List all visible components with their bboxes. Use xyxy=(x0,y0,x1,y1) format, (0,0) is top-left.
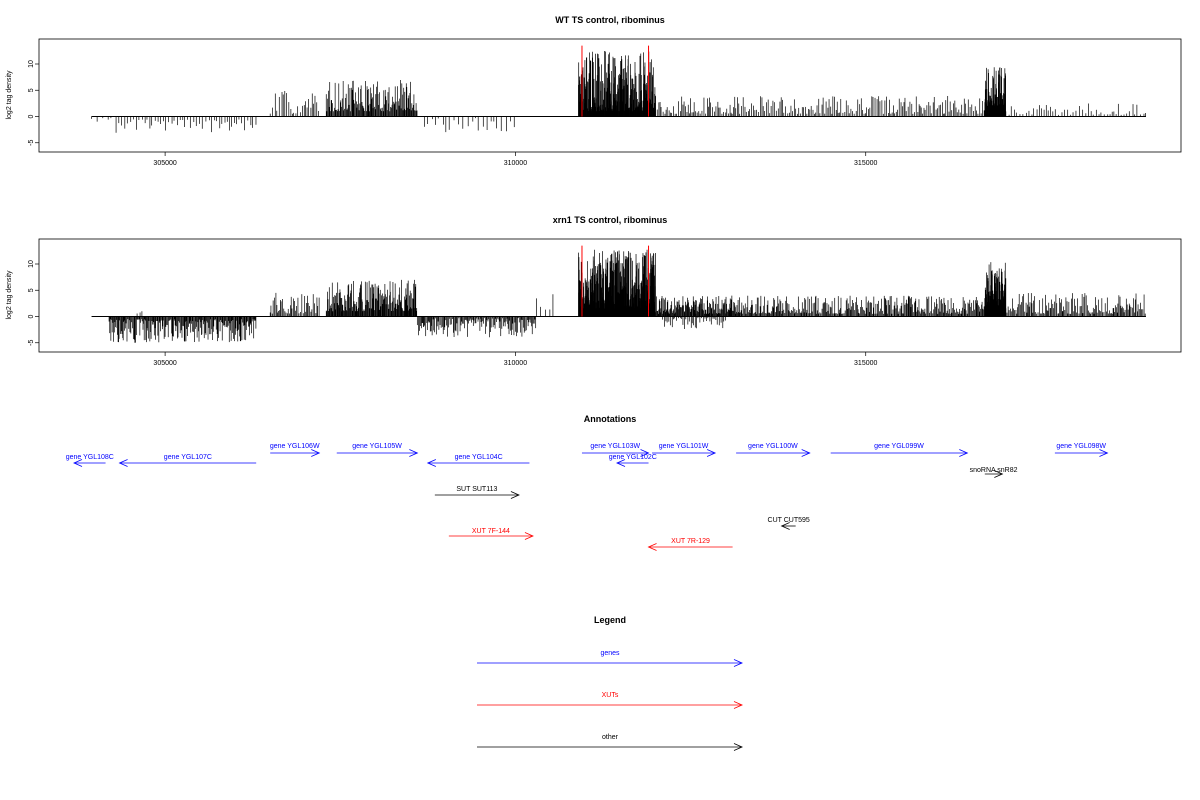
panel-1-title: WT TS control, ribominus xyxy=(555,15,665,25)
feature-arrowhead xyxy=(780,522,790,530)
x-tick-label: 315000 xyxy=(854,360,877,367)
panel-2-x-axis: 305000 310000 315000 xyxy=(153,352,878,367)
panel-2-ylabel: log2 tag density xyxy=(6,270,13,320)
feature-label: gene YGL101W xyxy=(659,443,709,450)
feature-arrowhead xyxy=(616,459,626,467)
feature-label: CUT CUT595 xyxy=(768,517,810,524)
feature-arrowhead xyxy=(409,449,419,457)
x-tick-label: 305000 xyxy=(153,160,176,167)
feature-arrowhead xyxy=(733,743,743,751)
feature-label: gene YGL108C xyxy=(66,454,114,461)
x-tick-label: 315000 xyxy=(854,160,877,167)
feature-label: XUT 7F-144 xyxy=(472,528,510,535)
feature-arrowhead xyxy=(994,470,1004,478)
feature-label: gene YGL100W xyxy=(748,443,798,450)
feature-arrowhead xyxy=(1099,449,1109,457)
feature-arrowhead xyxy=(73,459,83,467)
y-tick-label: -5 xyxy=(28,340,35,346)
feature-arrowhead xyxy=(733,701,743,709)
panel-1-bars xyxy=(91,50,1146,133)
feature-arrowhead xyxy=(801,449,811,457)
feature-arrowhead xyxy=(706,449,717,457)
y-tick-label: 5 xyxy=(28,88,35,92)
feature-label: gene YGL103W xyxy=(590,443,640,450)
legend-label: XUTs xyxy=(602,692,619,699)
feature-arrowhead xyxy=(733,659,743,667)
feature-label: gene YGL102C xyxy=(609,454,657,461)
feature-arrowhead xyxy=(118,459,128,467)
legend-title: Legend xyxy=(594,615,626,625)
feature-label: gene YGL099W xyxy=(874,443,924,450)
x-tick-label: 310000 xyxy=(504,360,527,367)
annotation-track: gene YGL108C gene YGL107C gene YGL106W gene… xyxy=(66,443,1109,551)
feature-arrowhead xyxy=(640,449,650,457)
panel-1-markers xyxy=(581,45,650,117)
y-tick-label: 10 xyxy=(28,60,35,68)
panel-2-frame xyxy=(38,238,1182,353)
feature-arrowhead xyxy=(510,491,520,499)
feature-label: gene YGL107C xyxy=(164,454,212,461)
feature-arrowhead xyxy=(311,449,321,457)
panel-2-bars xyxy=(91,249,1146,343)
y-tick-label: 0 xyxy=(28,114,35,118)
y-tick-label: 5 xyxy=(28,288,35,292)
panel-1-frame xyxy=(38,38,1182,153)
feature-arrowhead xyxy=(426,459,437,467)
panel-2-markers xyxy=(581,245,650,317)
feature-label: gene YGL098W xyxy=(1056,443,1106,450)
feature-label: gene YGL104C xyxy=(455,454,503,461)
feature-label: XUT 7R-129 xyxy=(671,538,710,545)
feature-label: SUT SUT113 xyxy=(456,486,497,493)
feature-arrowhead xyxy=(524,532,534,540)
panel-2-title: xrn1 TS control, ribominus xyxy=(553,215,668,225)
feature-arrowhead xyxy=(647,543,657,551)
annotations-title: Annotations xyxy=(584,414,637,424)
feature-label: snoRNA snR82 xyxy=(970,467,1018,474)
panel-2-y-axis: -5 0 5 10 xyxy=(28,260,39,346)
feature-arrowhead xyxy=(959,449,969,457)
y-tick-label: -5 xyxy=(28,140,35,146)
panel-1-x-axis: 305000 310000 315000 xyxy=(153,152,878,167)
panel-1-y-axis: -5 0 5 10 xyxy=(28,60,39,146)
y-tick-label: 10 xyxy=(28,260,35,268)
legend-label: other xyxy=(602,734,619,741)
legend-label: genes xyxy=(600,650,620,657)
x-tick-label: 305000 xyxy=(153,360,176,367)
feature-label: gene YGL106W xyxy=(270,443,320,450)
legend: genes XUTs other xyxy=(477,650,743,751)
feature-label: gene YGL105W xyxy=(352,443,402,450)
y-tick-label: 0 xyxy=(28,314,35,318)
x-tick-label: 310000 xyxy=(504,160,527,167)
panel-1-ylabel: log2 tag density xyxy=(6,70,13,120)
